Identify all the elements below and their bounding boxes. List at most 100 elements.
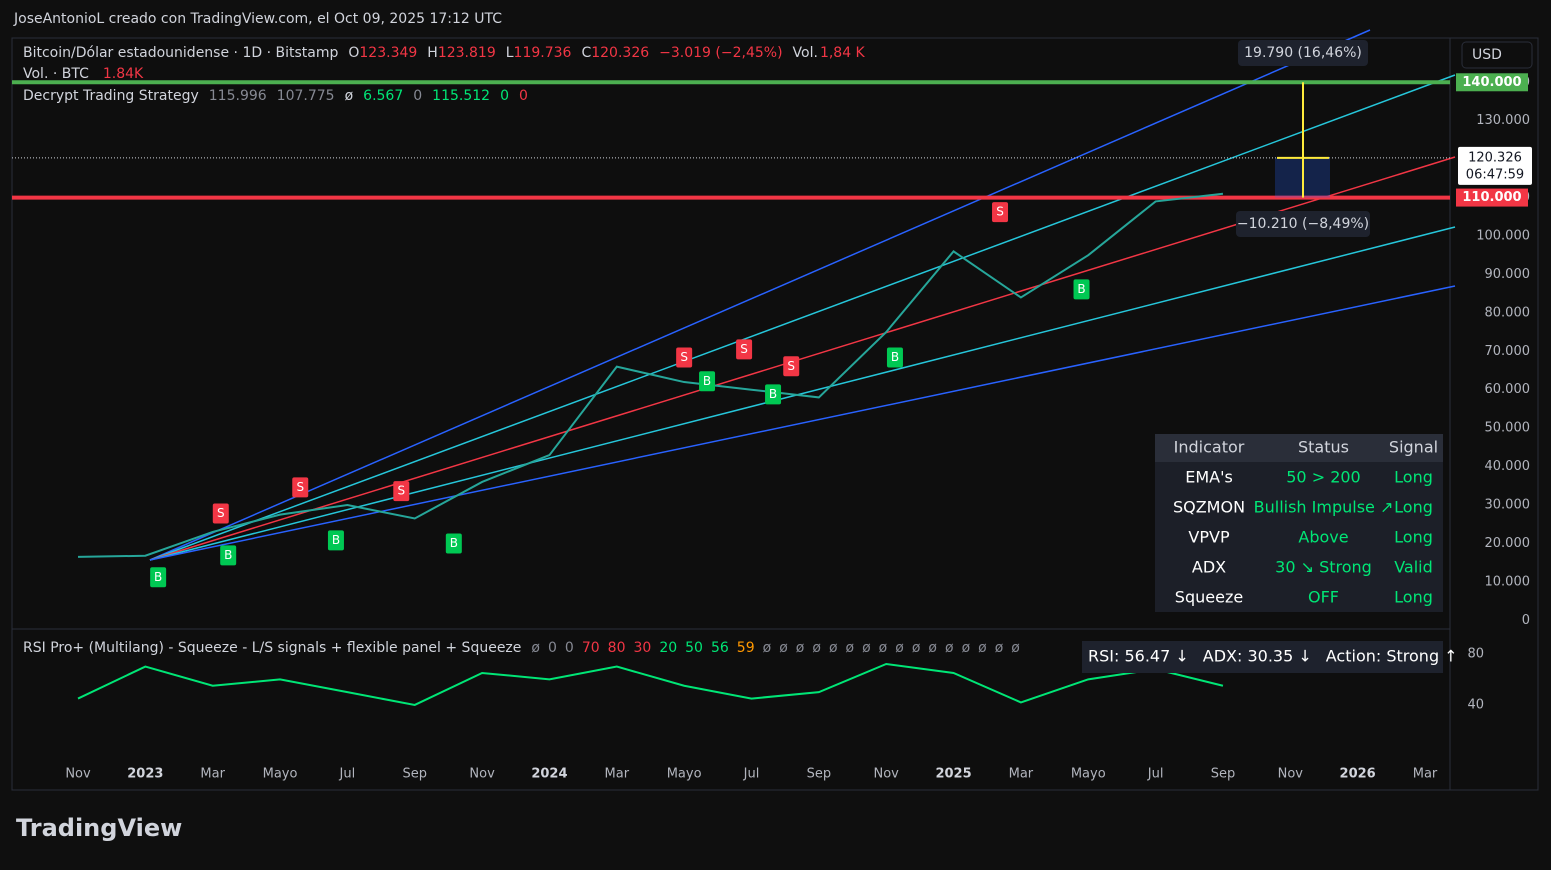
table-cell: 30 ↘ Strong [1275,558,1372,577]
rsi-param: ø [995,640,1004,656]
table-cell: Valid [1394,558,1433,577]
currency-box[interactable] [1461,41,1533,69]
ohlc-label: O [348,45,359,61]
x-tick-label: Nov [469,767,495,782]
measure-up: 19.790 (16,46%) [1244,45,1362,61]
indicator-value: 115.996 [209,88,267,104]
x-tick-label: Nov [1278,767,1304,782]
table-header-bg [1155,434,1443,462]
x-tick-label: Mar [200,767,225,782]
signal-marker [393,481,410,502]
current-tag [1458,146,1532,185]
rsi-param: ø [779,640,788,656]
rsi-param: ø [763,640,772,656]
signal-label: S [296,480,304,494]
rsi-param: ø [812,640,821,656]
rsi-title: RSI Pro+ (Multilang) - Squeeze - L/S sig… [23,640,521,656]
signal-marker [886,347,903,368]
rsi-param: ø [796,640,805,656]
measure-down-box [1236,211,1370,237]
x-tick-label: Jul [339,767,356,782]
rsi-param: ø [912,640,921,656]
rsi-param: ø [962,640,971,656]
table-header: Status [1298,438,1349,457]
ohlc-value: 123.819 [438,45,496,61]
table-body-bg [1155,462,1443,612]
level-tag [1456,188,1528,207]
signal-label: B [1077,282,1085,296]
ohlc-value: 123.349 [359,45,417,61]
x-tick-label: 2024 [531,767,567,782]
signal-label: B [224,548,232,562]
x-tick-label: Jul [1147,767,1164,782]
signal-marker [212,503,229,524]
indicator-value: 0 [413,88,422,104]
table-cell: Long [1394,468,1433,487]
brand: TradingView [16,814,182,842]
indicator-value: 0 [500,88,509,104]
signal-label: B [769,387,777,401]
x-tick-label: Nov [65,767,91,782]
signal-label: B [154,570,162,584]
signal-label: S [996,205,1004,219]
table-cell: EMA's [1185,468,1233,487]
indicator-value: 115.512 [432,88,490,104]
signal-label: B [891,350,899,364]
signal-marker [292,477,309,498]
ohlc-value: 119.736 [514,45,572,61]
y-tick-label: 10.000 [1485,574,1531,589]
table-cell: ADX [1192,558,1226,577]
symbol-title: Bitcoin/Dólar estadounidense · 1D · Bits… [23,45,338,61]
y-tick-label: 90.000 [1485,267,1531,282]
signal-label: B [450,536,458,550]
rsi-param: 0 [548,640,557,656]
rsi-param: 80 [608,640,626,656]
rsi-param: 56 [711,640,729,656]
table-cell: 50 > 200 [1286,468,1360,487]
x-tick-label: Nov [874,767,900,782]
x-tick-label: Mar [1413,767,1438,782]
table-cell: VPVP [1188,528,1230,547]
y-tick-label: 130.000 [1476,113,1530,128]
x-tick-label: Mayo [1071,767,1106,782]
level-label: 140.000 [1462,75,1521,90]
table-cell: SQZMON [1173,498,1245,517]
x-tick-label: Mayo [263,767,298,782]
measure-up-box [1238,40,1368,66]
indicator-value: 107.775 [277,88,335,104]
rsi-param: 20 [659,640,677,656]
measure-down: −10.210 (−8,49%) [1237,216,1369,232]
indicator-value: 6.567 [363,88,403,104]
rsi-param: ø [846,640,855,656]
signal-marker [676,347,693,368]
rsi-param: ø [531,640,540,656]
level-tag [1456,73,1528,92]
x-tick-label: Sep [1211,767,1236,782]
ohlc-label: L [506,45,514,61]
volume-line-label: Vol. · BTC [23,66,89,82]
y-tick-label: 40.000 [1485,459,1531,474]
indicator-value: ø [345,88,354,104]
signal-label: S [740,342,748,356]
table-cell: Above [1298,528,1348,547]
y-tick-label: 60.000 [1485,382,1531,397]
x-tick-label: 2025 [935,767,971,782]
y-tick-label: 50.000 [1485,421,1531,436]
currency[interactable]: USD [1472,47,1502,63]
rsi-param: 30 [633,640,651,656]
y-tick-label: 40 [1467,697,1484,712]
rsi-status: RSI: 56.47 ↓ [1088,647,1189,666]
y-tick-label: 70.000 [1485,344,1531,359]
price-line [77,662,1224,707]
signal-label: B [703,374,711,388]
x-tick-label: Jul [743,767,760,782]
signal-marker [1073,279,1090,300]
signal-marker [736,339,753,360]
level-label: 110.000 [1462,190,1521,205]
volume-label: Vol. [793,45,818,61]
credit: JoseAntonioL creado con TradingView.com,… [13,11,502,27]
signal-label: S [787,359,795,373]
signal-marker [992,202,1009,223]
rsi-param: 59 [737,640,755,656]
